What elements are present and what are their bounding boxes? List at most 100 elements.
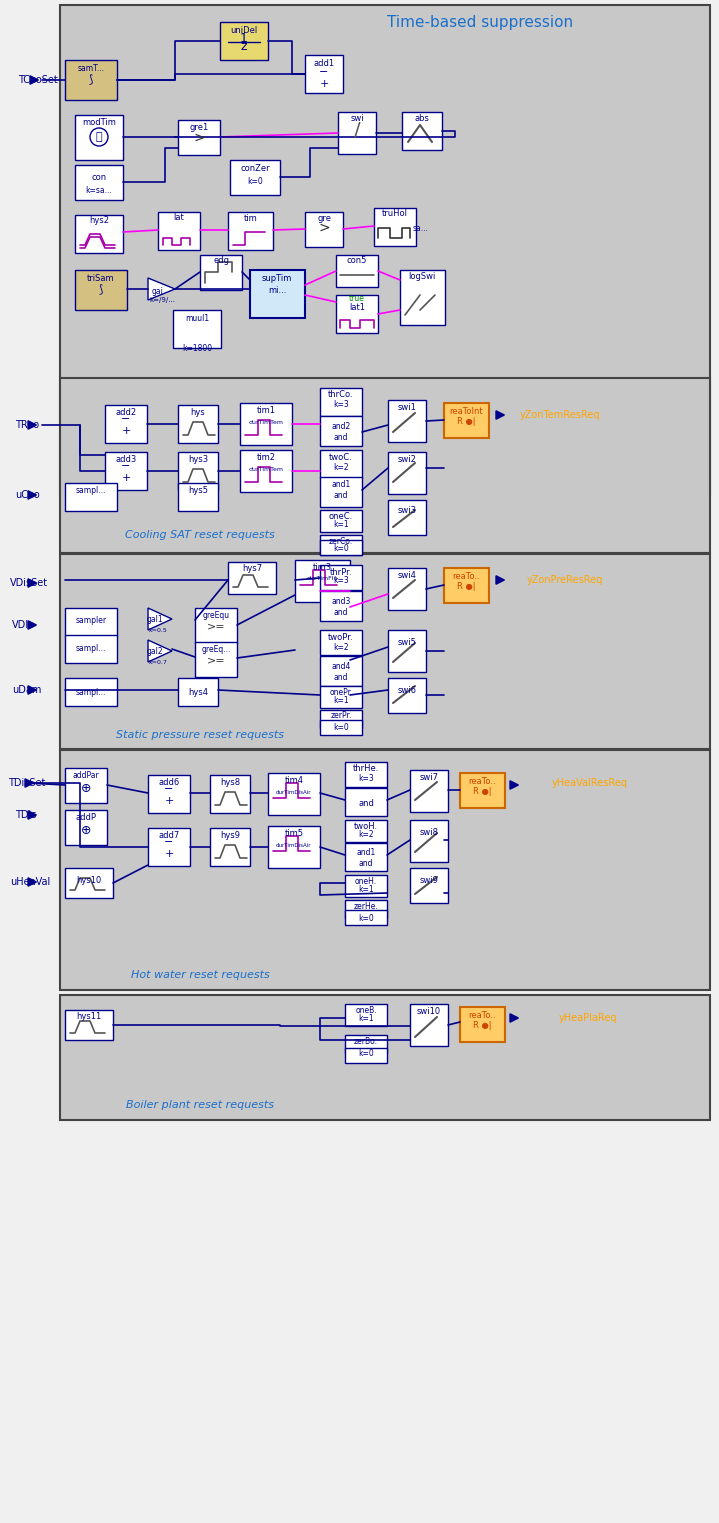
Text: durTimDisAir: durTimDisAir — [276, 842, 312, 847]
Polygon shape — [28, 685, 37, 694]
Bar — [65, 1010, 113, 1040]
Bar — [240, 404, 292, 445]
Text: thrHe.: thrHe. — [353, 763, 379, 772]
Bar — [460, 774, 505, 809]
Text: >=: >= — [206, 621, 225, 631]
Bar — [178, 405, 218, 443]
Text: reaTo..: reaTo.. — [468, 777, 496, 786]
Text: and4
and: and4 and — [331, 663, 351, 682]
Bar — [345, 844, 387, 871]
Text: sampl...: sampl... — [75, 486, 106, 495]
Text: yHeaPlaReq: yHeaPlaReq — [559, 1013, 617, 1023]
Bar — [345, 762, 387, 787]
Text: k=3: k=3 — [333, 399, 349, 408]
Text: k=1: k=1 — [358, 885, 374, 894]
Polygon shape — [28, 420, 37, 429]
Text: durTimTem: durTimTem — [249, 466, 283, 472]
Bar — [250, 270, 305, 318]
Polygon shape — [28, 621, 37, 629]
Bar — [178, 120, 220, 155]
Text: k=0: k=0 — [247, 177, 263, 186]
Text: swi1: swi1 — [398, 402, 416, 411]
Text: lat1: lat1 — [349, 303, 365, 312]
Text: Boiler plant reset requests: Boiler plant reset requests — [126, 1100, 274, 1110]
Bar — [65, 678, 117, 707]
Text: and2
and: and2 and — [331, 422, 351, 442]
Text: truHol: truHol — [382, 209, 408, 218]
Text: TDis: TDis — [15, 810, 37, 819]
Text: hys7: hys7 — [242, 564, 262, 573]
Bar — [444, 568, 489, 603]
Text: TDisSet: TDisSet — [8, 778, 45, 787]
Text: zerPr.: zerPr. — [330, 711, 352, 719]
Bar — [388, 452, 426, 493]
Bar — [75, 270, 127, 311]
Text: and1
and: and1 and — [331, 480, 351, 500]
Text: swi6: swi6 — [398, 685, 416, 694]
Text: yZonPreResReq: yZonPreResReq — [527, 576, 603, 585]
Text: and3
and: and3 and — [331, 597, 351, 617]
Text: >: > — [319, 221, 330, 235]
Text: thrCo.: thrCo. — [328, 390, 354, 399]
Text: and1
and: and1 and — [357, 848, 375, 868]
Text: swi3: swi3 — [398, 506, 416, 515]
Bar — [345, 1004, 387, 1027]
Text: triSam: triSam — [87, 274, 115, 282]
Bar — [374, 209, 416, 247]
Bar — [158, 212, 200, 250]
Text: abs: abs — [415, 114, 429, 122]
Text: k=2: k=2 — [358, 830, 374, 839]
Bar — [320, 449, 362, 478]
Text: uDam: uDam — [12, 685, 42, 694]
Text: zerCo.: zerCo. — [329, 536, 353, 545]
Text: 🕐: 🕐 — [96, 133, 102, 142]
Bar — [320, 388, 362, 416]
Text: hys11: hys11 — [76, 1011, 101, 1020]
Text: sa...: sa... — [413, 224, 429, 233]
Text: hys5: hys5 — [188, 486, 208, 495]
Text: durTimFlo: durTimFlo — [306, 576, 338, 580]
Circle shape — [90, 128, 108, 146]
Text: R ●|: R ●| — [472, 786, 491, 795]
Bar — [220, 21, 268, 59]
Text: reaToInt: reaToInt — [449, 407, 483, 416]
Text: 1: 1 — [240, 32, 248, 44]
Bar — [410, 1004, 448, 1046]
Text: tim5: tim5 — [285, 829, 303, 838]
Text: gai: gai — [152, 286, 164, 295]
Text: addP: addP — [75, 812, 96, 821]
Bar — [345, 911, 387, 924]
Bar — [228, 212, 273, 250]
Text: twoPr.: twoPr. — [328, 632, 354, 641]
Text: swi: swi — [350, 114, 364, 122]
Polygon shape — [496, 411, 505, 419]
Bar — [268, 774, 320, 815]
Text: hys2: hys2 — [89, 215, 109, 224]
Text: −
+: − + — [165, 838, 174, 859]
Text: ⊕: ⊕ — [81, 781, 91, 795]
Text: /: / — [354, 120, 360, 140]
Bar — [65, 868, 113, 899]
Bar — [210, 775, 250, 813]
Text: mi...: mi... — [267, 285, 286, 294]
Polygon shape — [148, 608, 172, 631]
Polygon shape — [496, 576, 505, 585]
Bar — [178, 483, 218, 512]
Bar — [178, 678, 218, 707]
Text: zerHe.: zerHe. — [354, 902, 378, 911]
Text: k=sa...: k=sa... — [86, 186, 112, 195]
Text: k=2: k=2 — [333, 643, 349, 652]
Text: twoH.: twoH. — [354, 821, 378, 830]
Bar — [65, 768, 107, 803]
Text: Hot water reset requests: Hot water reset requests — [131, 970, 270, 979]
Text: swi5: swi5 — [398, 638, 416, 646]
Text: k=1: k=1 — [333, 519, 349, 528]
Text: hys: hys — [191, 408, 206, 416]
Text: supTim: supTim — [262, 274, 292, 282]
Bar — [388, 631, 426, 672]
Bar — [388, 678, 426, 713]
Text: >: > — [193, 131, 205, 145]
Bar — [60, 749, 710, 990]
Bar — [336, 295, 378, 334]
Text: greEq...: greEq... — [201, 644, 231, 653]
